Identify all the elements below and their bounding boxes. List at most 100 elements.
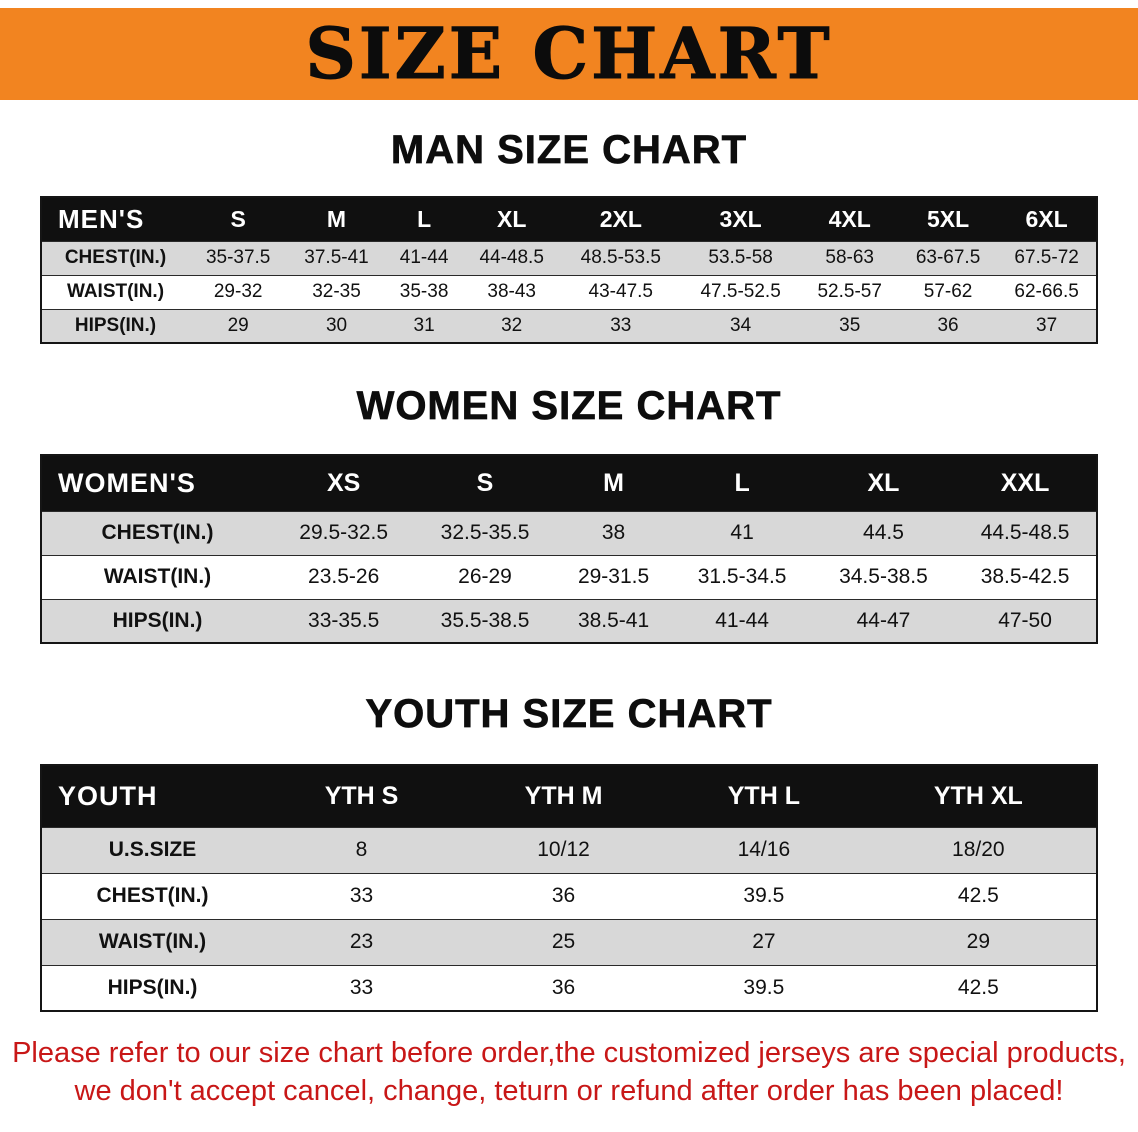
men-section: MAN SIZE CHART MEN'S S M L XL 2XL 3XL 4XL 5XL 6XL… bbox=[0, 126, 1138, 344]
size-value-cell: 57-62 bbox=[923, 281, 973, 302]
table-header-row: WOMEN'S XS S M L XL XXL bbox=[41, 455, 1097, 511]
size-column-header: 6XL bbox=[1025, 205, 1068, 232]
row-label: WAIST(IN.) bbox=[98, 930, 207, 953]
size-value-cell: 44-48.5 bbox=[479, 247, 544, 268]
size-column-header: 2XL bbox=[599, 205, 642, 232]
size-value-cell: 33 bbox=[610, 314, 632, 336]
size-value-cell: 29-31.5 bbox=[577, 565, 650, 588]
page-title: SIZE CHART bbox=[305, 12, 833, 95]
disclaimer-line-1: Please refer to our size chart before or… bbox=[12, 1037, 1126, 1069]
size-value-cell: 62-66.5 bbox=[1014, 281, 1079, 302]
title-banner: SIZE CHART bbox=[0, 8, 1138, 100]
size-value-cell: 39.5 bbox=[743, 884, 785, 907]
size-value-cell: 39.5 bbox=[743, 975, 785, 999]
size-value-cell: 33 bbox=[349, 884, 374, 907]
size-column-header: YTH XL bbox=[933, 781, 1023, 810]
size-value-cell: 34 bbox=[730, 314, 752, 336]
size-value-cell: 30 bbox=[325, 314, 348, 336]
men-section-heading: MAN SIZE CHART bbox=[390, 128, 748, 173]
size-column-header: XL bbox=[867, 468, 900, 497]
row-label: HIPS(IN.) bbox=[112, 608, 203, 632]
size-value-cell: 31.5-34.5 bbox=[697, 565, 787, 588]
size-value-cell: 36 bbox=[551, 884, 576, 907]
table-row: HIPS(IN.) 33-35.5 35.5-38.5 38.5-41 41-44 44-… bbox=[41, 599, 1097, 643]
size-value-cell: 41-44 bbox=[715, 608, 769, 632]
size-column-header: XS bbox=[326, 468, 361, 497]
size-column-header: S bbox=[230, 205, 246, 232]
row-label: WAIST(IN.) bbox=[66, 281, 165, 302]
size-value-cell: 31 bbox=[413, 314, 435, 336]
size-value-cell: 14/16 bbox=[737, 838, 791, 861]
size-column-header: YTH M bbox=[524, 781, 603, 810]
size-column-header: XL bbox=[496, 205, 527, 232]
size-value-cell: 25 bbox=[551, 930, 576, 953]
row-label: U.S.SIZE bbox=[108, 838, 197, 861]
size-value-cell: 32-35 bbox=[312, 281, 361, 302]
size-column-header: YTH S bbox=[324, 781, 399, 810]
size-value-cell: 38.5-42.5 bbox=[980, 565, 1070, 588]
size-value-cell: 47.5-52.5 bbox=[700, 281, 781, 302]
size-value-cell: 41 bbox=[730, 521, 754, 544]
size-column-header: L bbox=[734, 468, 750, 497]
table-row: CHEST(IN.) 35-37.5 37.5-41 41-44 44-48.5 48.5… bbox=[41, 241, 1097, 275]
women-section-heading: WOMEN SIZE CHART bbox=[356, 384, 782, 429]
row-label: CHEST(IN.) bbox=[101, 521, 214, 544]
size-value-cell: 35 bbox=[839, 314, 861, 336]
size-value-cell: 67.5-72 bbox=[1014, 247, 1079, 268]
row-label: CHEST(IN.) bbox=[64, 247, 167, 268]
size-value-cell: 26-29 bbox=[458, 565, 512, 588]
size-column-header: 3XL bbox=[719, 205, 762, 232]
size-value-cell: 35.5-38.5 bbox=[440, 608, 530, 632]
size-value-cell: 8 bbox=[355, 838, 368, 861]
size-value-cell: 29.5-32.5 bbox=[299, 521, 389, 544]
size-value-cell: 41-44 bbox=[399, 247, 449, 268]
size-value-cell: 35-37.5 bbox=[205, 247, 271, 268]
size-column-header: 4XL bbox=[828, 205, 871, 232]
size-column-header: YTH L bbox=[727, 781, 800, 810]
size-value-cell: 38.5-41 bbox=[577, 608, 650, 632]
size-column-header: S bbox=[476, 468, 494, 497]
size-value-cell: 23.5-26 bbox=[308, 565, 380, 588]
size-value-cell: 44-47 bbox=[856, 608, 911, 632]
size-value-cell: 47-50 bbox=[998, 608, 1052, 632]
size-value-cell: 23 bbox=[349, 930, 374, 953]
size-column-header: XXL bbox=[1000, 468, 1050, 497]
men-size-table: MEN'S S M L XL 2XL 3XL 4XL 5XL 6XL CHEST(IN.) 35-37… bbox=[40, 196, 1098, 344]
table-corner-label: YOUTH bbox=[58, 780, 158, 811]
size-value-cell: 53.5-58 bbox=[708, 247, 773, 268]
size-value-cell: 36 bbox=[551, 975, 576, 999]
table-row: CHEST(IN.) 29.5-32.5 32.5-35.5 38 41 44.5 44.5… bbox=[41, 511, 1097, 555]
size-value-cell: 58-63 bbox=[825, 247, 875, 268]
table-row: HIPS(IN.) 29 30 31 32 33 34 35 36 37 bbox=[41, 309, 1097, 343]
size-value-cell: 32.5-35.5 bbox=[440, 521, 530, 544]
size-value-cell: 44.5-48.5 bbox=[980, 521, 1070, 544]
size-value-cell: 52.5-57 bbox=[817, 281, 882, 302]
table-corner-label: MEN'S bbox=[58, 203, 145, 234]
size-value-cell: 29 bbox=[227, 314, 249, 336]
women-section: WOMEN SIZE CHART WOMEN'S XS S M L XL XXL CHEST(… bbox=[0, 382, 1138, 644]
youth-section: YOUTH SIZE CHART YOUTH YTH S YTH M YTH L YTH… bbox=[0, 690, 1138, 1012]
size-column-header: L bbox=[417, 205, 432, 232]
table-row: WAIST(IN.) 23 25 27 29 bbox=[41, 919, 1097, 965]
row-label: WAIST(IN.) bbox=[103, 565, 212, 588]
disclaimer-line-2: we don't accept cancel, change, teturn o… bbox=[74, 1075, 1064, 1107]
youth-size-table: YOUTH YTH S YTH M YTH L YTH XL U.S.SIZE 8 10/12… bbox=[40, 764, 1098, 1012]
size-value-cell: 32 bbox=[501, 314, 523, 336]
size-column-header: M bbox=[326, 205, 347, 232]
size-value-cell: 48.5-53.5 bbox=[580, 247, 661, 268]
row-label: HIPS(IN.) bbox=[74, 314, 157, 336]
size-column-header: 5XL bbox=[926, 205, 970, 232]
table-row: HIPS(IN.) 33 36 39.5 42.5 bbox=[41, 965, 1097, 1011]
row-label: CHEST(IN.) bbox=[96, 884, 209, 907]
table-corner-label: WOMEN'S bbox=[58, 467, 196, 498]
youth-section-heading: YOUTH SIZE CHART bbox=[365, 692, 773, 737]
size-value-cell: 38-43 bbox=[487, 281, 536, 302]
size-value-cell: 43-47.5 bbox=[588, 281, 653, 302]
size-value-cell: 63-67.5 bbox=[915, 247, 981, 268]
table-row: WAIST(IN.) 23.5-26 26-29 29-31.5 31.5-34.5 34… bbox=[41, 555, 1097, 599]
table-row: WAIST(IN.) 29-32 32-35 35-38 38-43 43-47.5 47.… bbox=[41, 275, 1097, 309]
table-header-row: YOUTH YTH S YTH M YTH L YTH XL bbox=[41, 765, 1097, 827]
size-value-cell: 27 bbox=[752, 930, 776, 953]
table-header-row: MEN'S S M L XL 2XL 3XL 4XL 5XL 6XL bbox=[41, 197, 1097, 241]
size-value-cell: 35-38 bbox=[399, 281, 449, 302]
